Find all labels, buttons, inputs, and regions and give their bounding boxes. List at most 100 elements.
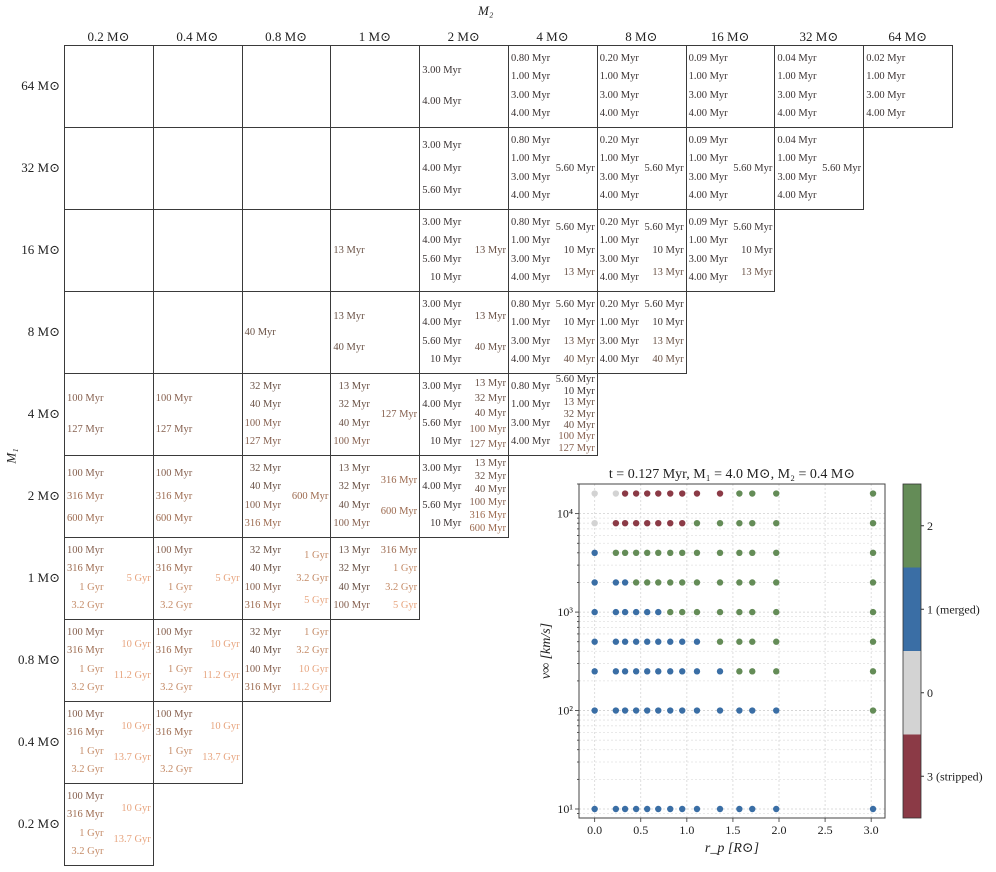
timescale-label: 3.00 Myr (422, 139, 462, 151)
left-timescale-list: 0.04 Myr 1.00 Myr 3.00 Myr 4.00 Myr (777, 128, 816, 209)
left-timescale-list: 0.20 Myr 1.00 Myr 3.00 Myr 4.00 Myr (600, 46, 639, 127)
data-point-outcome-2 (749, 490, 756, 497)
grid-cell (64, 291, 154, 374)
timescale-label: 1.00 Myr (511, 399, 551, 411)
data-point-outcome-2 (749, 638, 756, 645)
data-point-outcome-3 (644, 519, 651, 527)
grid-cell: 100 Myr 316 Myr 600 Myr (152, 455, 243, 538)
left-timescale-list: 0.09 Myr 1.00 Myr 3.00 Myr 4.00 Myr (689, 210, 728, 291)
data-point-outcome-1 (655, 638, 662, 645)
timescale-label: 13 Myr (474, 244, 506, 256)
data-point-outcome-2 (736, 579, 743, 586)
data-point-outcome-2 (869, 549, 877, 557)
timescale-label: 4.00 Myr (866, 107, 906, 119)
grid-cell: 0.20 Myr 1.00 Myr 3.00 Myr 4.00 Myr 5.60 Myr (596, 127, 687, 210)
timescale-label: 127 Myr (558, 442, 595, 454)
grid-cell (64, 209, 154, 292)
timescale-label: 127 Myr (155, 423, 193, 435)
data-point-outcome-3 (667, 519, 674, 527)
data-point-outcome-2 (749, 579, 756, 586)
timescale-label: 5 Gyr (126, 572, 151, 584)
timescale-label: 600 Myr (380, 505, 418, 517)
timescale-label: 0.04 Myr (777, 135, 817, 147)
left-timescale-list: 100 Myr 316 Myr 600 Myr (67, 456, 103, 537)
timescale-label: 100 Myr (67, 791, 104, 803)
timescale-label: 0.20 Myr (599, 217, 639, 229)
timescale-label: 40 Myr (474, 484, 506, 495)
timescale-label: 3.00 Myr (511, 171, 551, 183)
timescale-label: 100 Myr (155, 393, 193, 405)
timescale-label: 1.00 Myr (599, 153, 639, 165)
timescale-label: 13 Myr (333, 244, 365, 256)
timescale-label: 5.60 Myr (422, 185, 462, 197)
data-point-outcome-1 (621, 805, 629, 813)
left-timescale-list: 3.00 Myr 4.00 Myr 5.60 Myr 10 Myr (422, 292, 461, 373)
xtick-label: 0.5 (633, 823, 648, 837)
right-timescale-list: 10 Gyr 11.2 Gyr (114, 620, 151, 701)
timescale-label: 127 Myr (67, 423, 104, 435)
timescale-label: 100 Myr (558, 431, 595, 443)
data-point-outcome-2 (693, 608, 701, 616)
grid-cell (330, 127, 421, 210)
data-point-outcome-3 (621, 519, 629, 527)
timescale-label: 0.09 Myr (688, 217, 728, 229)
timescale-label: 127 Myr (380, 408, 418, 420)
column-label: 0.4 M⊙ (176, 29, 219, 44)
timescale-label: 0.20 Myr (599, 135, 639, 147)
data-point-outcome-2 (749, 549, 756, 557)
timescale-label: 316 Myr (155, 645, 193, 657)
column-label: 8 M⊙ (625, 29, 658, 44)
timescale-label: 4.00 Myr (777, 107, 817, 119)
data-point-outcome-1 (679, 668, 686, 675)
colorbar-label: 3 (stripped) (927, 769, 983, 783)
right-timescale-list: 1 Gyr 3.2 Gyr 10 Gyr 11.2 Gyr (291, 620, 328, 701)
timescale-label: 13 Myr (474, 311, 506, 323)
timescale-label: 4.00 Myr (599, 107, 639, 119)
data-point-outcome-2 (621, 549, 629, 557)
left-timescale-list: 3.00 Myr 4.00 Myr 5.60 Myr 10 Myr (422, 374, 461, 455)
timescale-label: 1 Gyr (304, 627, 329, 639)
grid-cell: 13 Myr 40 Myr (330, 291, 421, 374)
data-point-outcome-1 (644, 707, 651, 714)
timescale-label: 316 Myr (244, 517, 282, 529)
timescale-label: 40 Myr (652, 353, 684, 365)
data-point-outcome-2 (736, 519, 743, 527)
data-point-outcome-2 (736, 608, 743, 616)
left-timescale-list: 100 Myr 316 Myr 600 Myr (156, 456, 192, 537)
timescale-label: 3.00 Myr (511, 253, 551, 265)
timescale-label: 13 Myr (563, 397, 595, 409)
grid-cell: 3.00 Myr 4.00 Myr 5.60 Myr 10 Myr 13 Myr 40 M… (419, 291, 509, 374)
timescale-label: 5.60 Myr (822, 162, 862, 174)
timescale-label: 13 Myr (338, 545, 370, 557)
grid-cell: 3.00 Myr 4.00 Myr 5.60 Myr (419, 127, 509, 210)
timescale-label: 3.00 Myr (688, 89, 728, 101)
right-timescale-list: 5 Gyr (127, 538, 151, 619)
timescale-label: 1 Gyr (392, 563, 418, 575)
timescale-label: 1.00 Myr (599, 317, 639, 329)
timescale-label: 100 Myr (469, 423, 506, 435)
grid-cell (64, 127, 154, 210)
timescale-label: 13.7 Gyr (202, 751, 240, 763)
timescale-label: 100 Myr (333, 435, 370, 447)
data-point-outcome-1 (612, 608, 620, 616)
data-point-outcome-2 (693, 549, 701, 557)
timescale-label: 1.00 Myr (511, 153, 551, 165)
timescale-label: 32 Myr (474, 393, 506, 405)
data-point-outcome-1 (655, 608, 662, 616)
timescale-label: 10 Myr (563, 317, 595, 329)
grid-cell: 0.04 Myr 1.00 Myr 3.00 Myr 4.00 Myr 5.60 Myr (774, 127, 865, 210)
data-point-outcome-3 (632, 490, 640, 497)
grid-cell: 0.20 Myr 1.00 Myr 3.00 Myr 4.00 Myr 5.60 Myr… (596, 291, 687, 374)
timescale-label: 100 Myr (67, 627, 104, 639)
timescale-label: 1 Gyr (168, 745, 193, 757)
data-point-outcome-2 (667, 608, 674, 616)
data-point-outcome-1 (591, 668, 598, 675)
right-timescale-list: 10 Gyr 13.7 Gyr (113, 702, 150, 783)
timescale-label: 1 Gyr (168, 581, 193, 593)
left-timescale-list: 13 Myr (333, 210, 364, 291)
timescale-label: 600 Myr (67, 513, 104, 525)
data-point-outcome-1 (869, 805, 877, 813)
timescale-label: 1.00 Myr (688, 71, 728, 83)
timescale-label: 100 Myr (67, 467, 104, 479)
timescale-label: 3.2 Gyr (160, 599, 193, 611)
